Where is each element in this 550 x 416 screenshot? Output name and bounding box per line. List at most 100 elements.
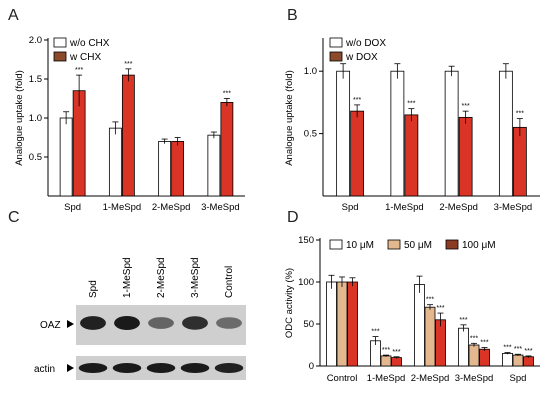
category-label: 3-MeSpd [201,202,240,213]
legend-swatch [445,239,459,250]
y-axis-label: Analogue uptake (fold) [14,70,25,166]
y-tick-label: 50 [303,319,314,330]
significance-mark: *** [407,101,415,108]
actin-band [180,363,210,373]
y-axis-label: Analogue uptake (fold) [284,70,295,166]
bar [220,102,234,197]
category-label: 2-MeSpd [439,202,478,213]
significance-mark: *** [462,103,470,110]
bar [207,134,221,197]
bar [498,70,513,197]
oaz-band [80,316,106,330]
oaz-band [182,316,208,330]
bar [468,344,480,367]
lane-label: Control [224,266,235,298]
bar [350,110,365,197]
oaz-band [216,317,242,329]
significance-mark: *** [480,340,488,347]
oaz-band [114,316,140,330]
significance-mark: *** [75,67,83,74]
significance-mark: *** [124,61,132,68]
bar [380,355,392,367]
actin-band [112,363,142,373]
y-tick-label: 150 [298,235,314,246]
western-blot: Spd 1-MeSpd 2-MeSpd 3-MeSpd Control OAZ actin [34,257,246,380]
legend-label: 10 μM [346,240,374,251]
actin-band [146,363,176,373]
panel-letter-c: C [8,209,20,226]
panel-letter-b: B [287,7,298,24]
legend-swatch [329,239,343,250]
category-label: 1-MeSpd [103,202,142,213]
significance-mark: *** [392,349,400,356]
bar [336,70,351,197]
bar [512,126,527,197]
category-label: 3-MeSpd [494,202,533,213]
bar [59,117,73,197]
bar [326,281,337,367]
bar [336,281,348,367]
bar [523,356,534,367]
significance-mark: *** [514,346,522,353]
significance-mark: *** [436,305,444,312]
significance-mark: *** [459,317,467,324]
legend-label: w/o CHX [69,38,110,49]
category-label: 1-MeSpd [367,373,406,384]
bar [404,114,419,197]
category-label: 1-MeSpd [385,202,424,213]
bar [414,284,425,367]
y-tick-label: 0.5 [304,129,317,140]
bar [171,140,185,197]
category-label: 3-MeSpd [455,373,494,384]
bar [444,70,459,197]
category-label: 2-MeSpd [411,373,450,384]
lane-label: 1-MeSpd [122,257,133,298]
significance-mark: *** [470,335,478,342]
significance-mark: *** [371,329,379,336]
y-tick-label: 100 [298,277,314,288]
category-label: Spd [64,202,81,213]
panel-letter-d: D [287,209,299,226]
lane-label: 2-MeSpd [156,257,167,298]
actin-band [78,363,108,373]
category-label: Spd [510,373,527,384]
row-label-oaz: OAZ [40,320,61,331]
chart-a-uptake-chx: 0.5 1.0 1.5 2.0 Analogue uptake (fold) *** Spd… [14,35,245,213]
y-tick-label: 2.0 [29,35,42,46]
legend-swatch [329,37,343,48]
bar [390,70,405,197]
category-label: Spd [342,202,359,213]
panel-letter-a: A [8,7,19,24]
significance-mark: *** [503,345,511,352]
legend-swatch [387,239,401,250]
bar [108,127,122,197]
bar [391,357,402,367]
lane-label: Spd [88,280,99,298]
legend-label: 100 μM [462,240,496,251]
legend-swatch [53,37,67,48]
bar [121,74,135,197]
row-label-actin: actin [34,364,55,375]
bar [458,327,469,367]
actin-band [214,363,244,373]
y-tick-label: 0 [309,361,314,372]
lane-label: 3-MeSpd [190,257,201,298]
category-label: 2-MeSpd [152,202,191,213]
bar [512,354,524,367]
significance-mark: *** [426,297,434,304]
significance-mark: *** [223,91,231,98]
oaz-band [148,317,174,329]
bar [502,352,513,367]
y-axis-label: ODC activity (%) [284,268,295,338]
legend-label: 50 μM [404,240,432,251]
bar [72,90,86,197]
legend-swatch [329,51,343,62]
significance-mark: *** [516,111,524,118]
significance-mark: *** [524,348,532,355]
significance-mark: *** [353,97,361,104]
bar [479,348,490,367]
legend-swatch [53,51,67,62]
category-label: Control [327,373,358,384]
